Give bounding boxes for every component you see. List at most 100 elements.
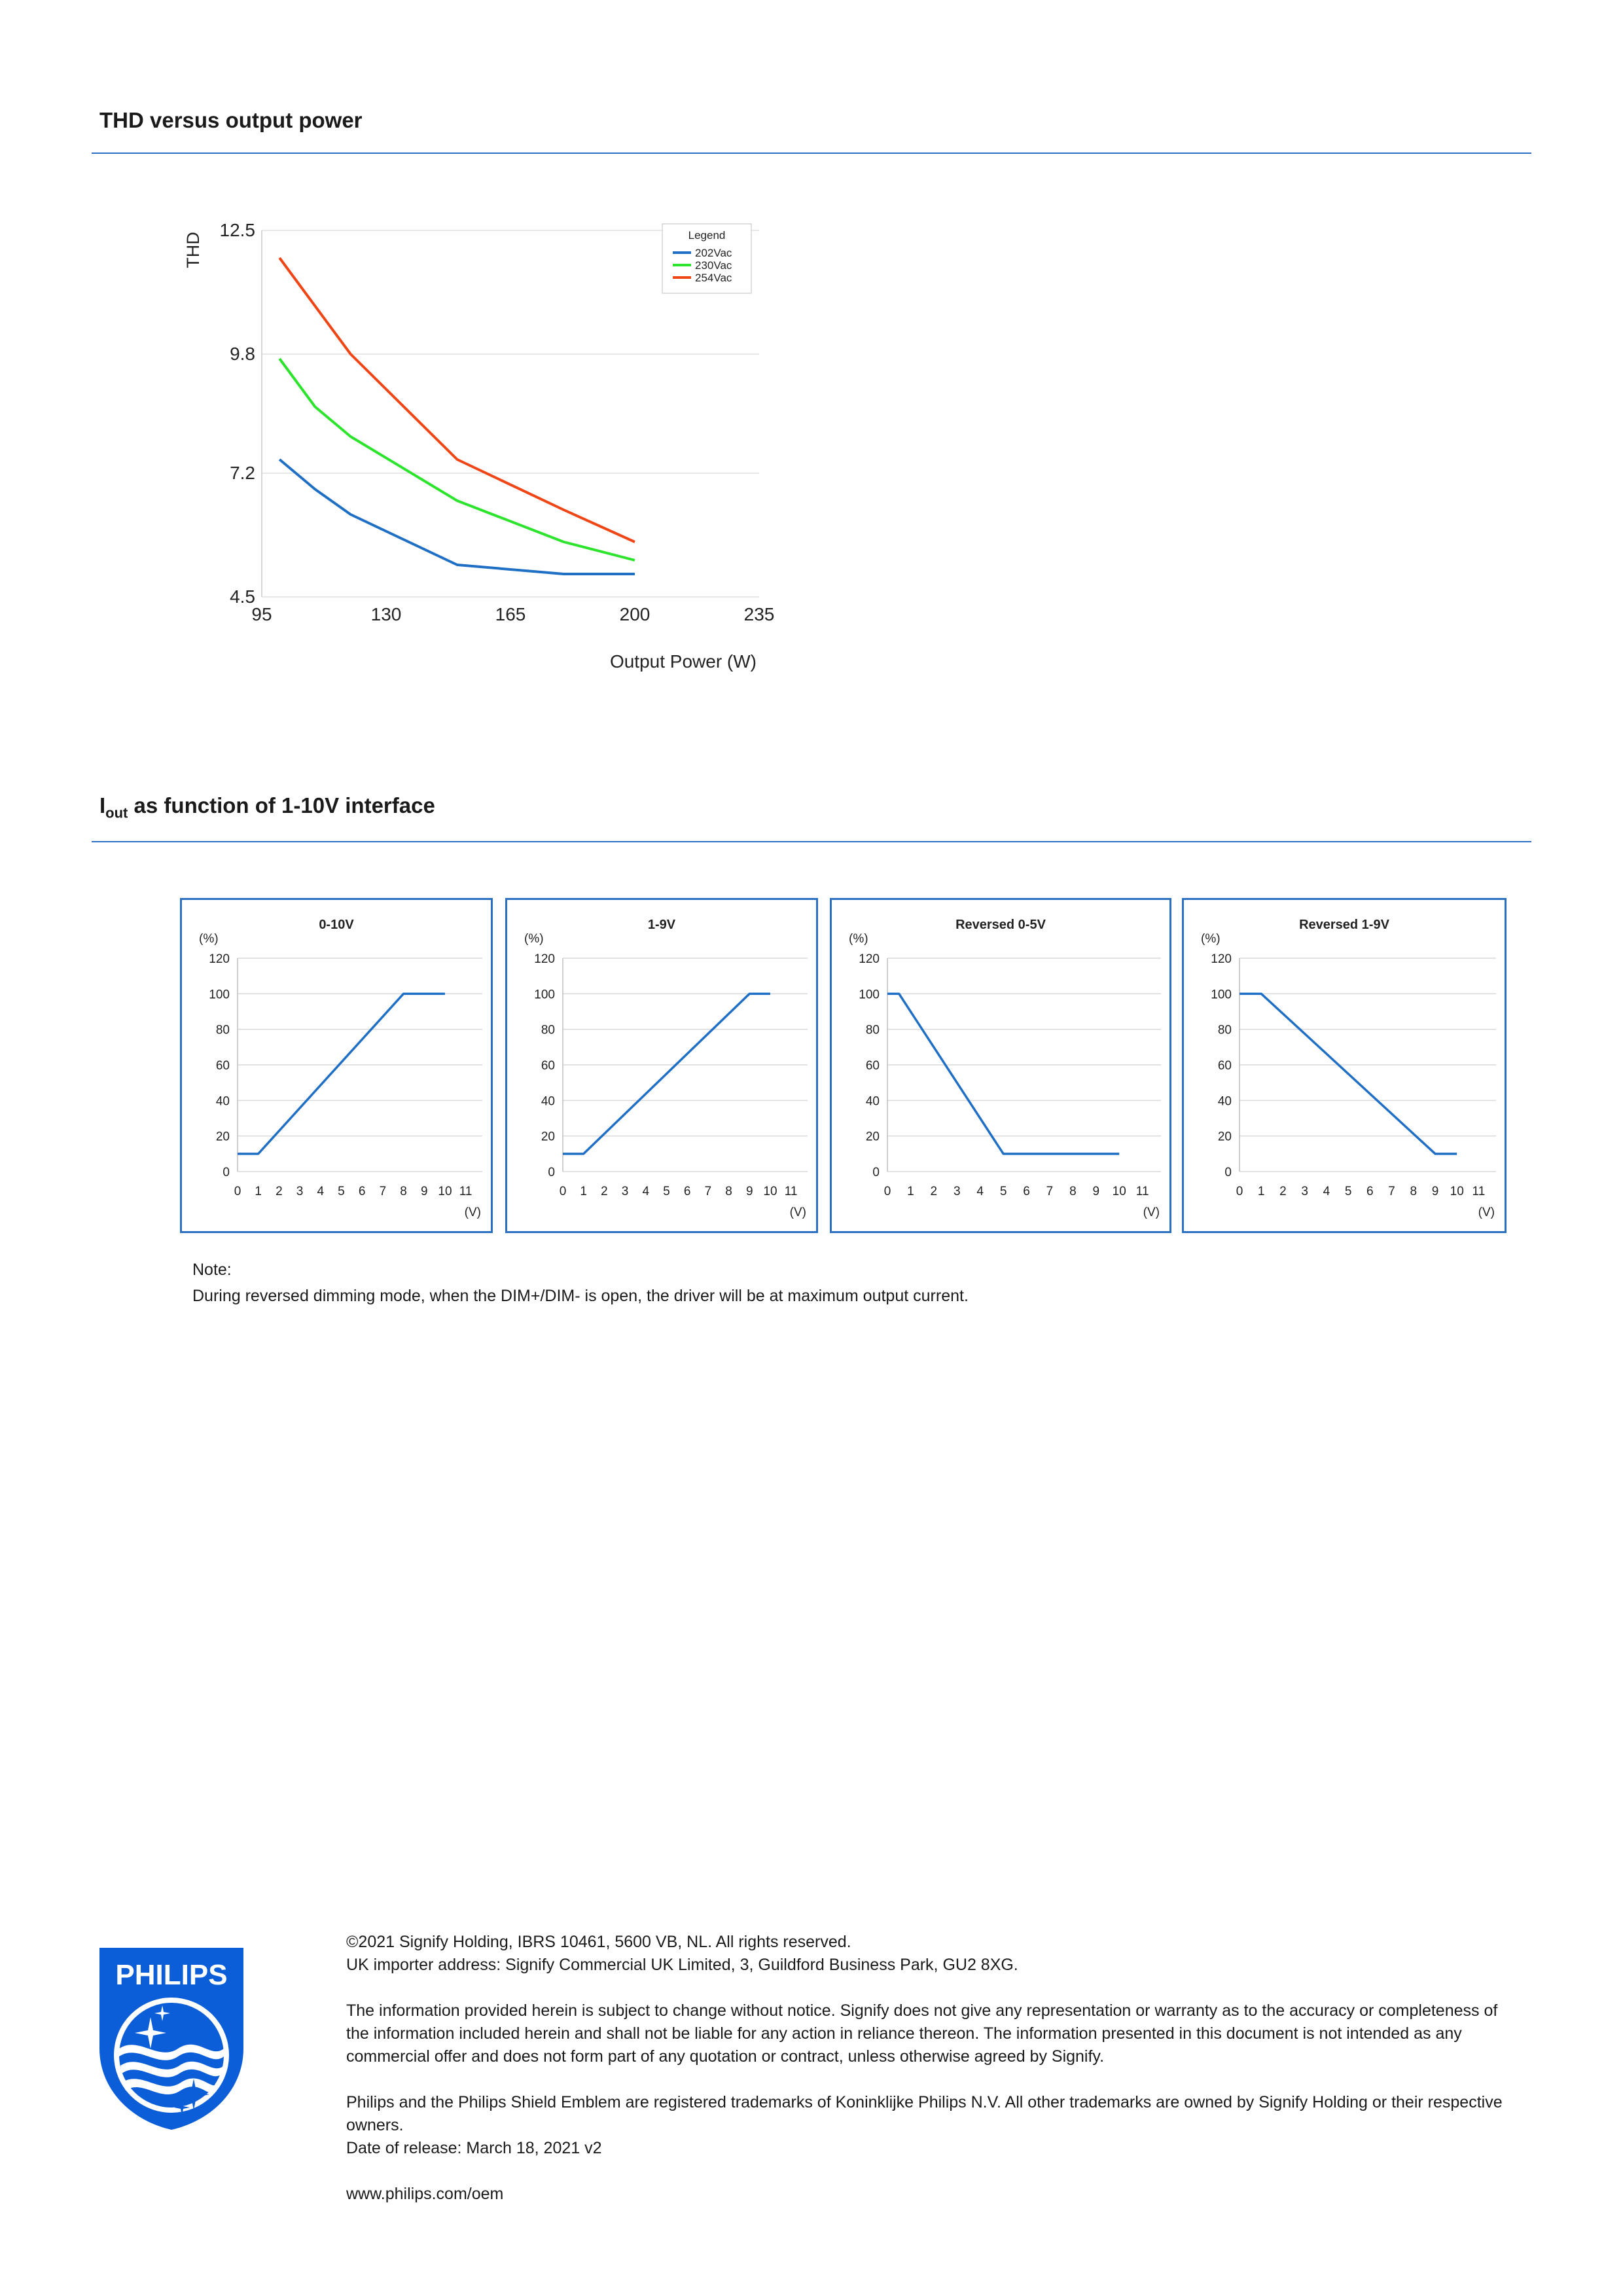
- dimming-x-tick-label: 11: [785, 1185, 798, 1198]
- dimming-x-unit: (V): [465, 1206, 481, 1219]
- dimming-x-tick-label: 9: [1432, 1185, 1439, 1198]
- dimming-x-tick-label: 7: [1388, 1185, 1395, 1198]
- thd-series-line: [278, 458, 635, 575]
- thd-legend-title: Legend: [688, 229, 726, 242]
- dimming-x-tick-label: 10: [1113, 1185, 1126, 1198]
- thd-x-tick-label: 200: [620, 604, 651, 624]
- dimming-x-tick-label: 0: [884, 1185, 891, 1198]
- thd-y-tick-label: 12.5: [220, 220, 256, 240]
- dimming-x-tick-label: 1: [255, 1185, 262, 1198]
- iout-title-main: I: [99, 793, 106, 817]
- dimming-panel-frame: [505, 898, 818, 1233]
- thd-y-tick-label: 9.8: [230, 344, 255, 364]
- dimming-x-tick-label: 10: [763, 1185, 777, 1198]
- dimming-y-tick-label: 60: [541, 1059, 555, 1073]
- dimming-y-tick-label: 120: [1211, 952, 1232, 966]
- dimming-y-tick-label: 0: [1224, 1166, 1232, 1179]
- dimming-y-tick-label: 40: [866, 1094, 880, 1108]
- dimming-x-tick-label: 0: [1236, 1185, 1243, 1198]
- iout-section-rule: [92, 841, 1531, 842]
- dimming-x-tick-label: 1: [1258, 1185, 1265, 1198]
- dimming-x-tick-label: 4: [1323, 1185, 1330, 1198]
- dimming-x-tick-label: 6: [1023, 1185, 1030, 1198]
- thd-series-line: [278, 357, 635, 562]
- dimming-panel: 0-10V (%) 0 20 40 60 80 100 120 0 1 2 3 4 5 6 7 8 9 10 11 (V): [180, 898, 493, 1233]
- dimming-x-tick-label: 5: [1000, 1185, 1007, 1198]
- thd-x-tick-label: 130: [371, 604, 402, 624]
- dimming-x-tick-label: 11: [1472, 1185, 1486, 1198]
- footer-trademarks: Philips and the Philips Shield Emblem ar…: [346, 2093, 1503, 2134]
- dimming-x-tick-label: 4: [642, 1185, 649, 1198]
- footer-release-date: Date of release: March 18, 2021 v2: [346, 2139, 602, 2157]
- dimming-curve: [563, 992, 770, 1155]
- dimming-curve: [887, 992, 1120, 1155]
- dimming-x-tick-label: 0: [560, 1185, 567, 1198]
- dimming-y-tick-label: 40: [1218, 1094, 1232, 1108]
- dimming-x-unit: (V): [1478, 1206, 1495, 1219]
- thd-y-axis-label: THD: [183, 232, 203, 268]
- dimming-panel-title: Reversed 0-5V: [955, 918, 1046, 932]
- philips-shield-icon: PHILIPS: [99, 1948, 243, 2130]
- dimming-y-tick-label: 80: [216, 1024, 230, 1037]
- note: Note: During reversed dimming mode, when…: [192, 1257, 969, 1309]
- dimming-x-tick-label: 1: [580, 1185, 587, 1198]
- dimming-y-tick-label: 120: [534, 952, 555, 966]
- thd-legend-item: 254Vac: [695, 272, 732, 284]
- dimming-y-tick-label: 20: [216, 1130, 230, 1144]
- dimming-x-tick-label: 9: [1093, 1185, 1100, 1198]
- dimming-x-tick-label: 0: [234, 1185, 241, 1198]
- thd-legend-item: 202Vac: [695, 247, 732, 259]
- dimming-y-tick-label: 100: [859, 988, 880, 1001]
- note-heading: Note:: [192, 1261, 232, 1279]
- footer-copyright: ©2021 Signify Holding, IBRS 10461, 5600 …: [346, 1933, 851, 1951]
- dimming-x-tick-label: 11: [1136, 1185, 1149, 1198]
- dimming-y-unit: (%): [849, 932, 868, 946]
- dimming-x-unit: (V): [790, 1206, 806, 1219]
- thd-legend-box: [662, 223, 752, 294]
- dimming-panel-frame: [830, 898, 1171, 1233]
- dimming-x-tick-label: 8: [1069, 1185, 1077, 1198]
- dimming-y-tick-label: 60: [866, 1059, 880, 1073]
- dimming-x-unit: (V): [1143, 1206, 1160, 1219]
- dimming-x-tick-label: 8: [725, 1185, 732, 1198]
- dimming-x-tick-label: 6: [1366, 1185, 1374, 1198]
- dimming-panel: Reversed 1-9V (%) 0 20 40 60 80 100 120 0 1 2 3 4 5 6 7 8…: [1182, 898, 1507, 1233]
- dimming-y-tick-label: 100: [209, 988, 230, 1001]
- iout-section-title: Iout as function of 1-10V interface: [99, 793, 435, 822]
- thd-legend-item: 230Vac: [695, 259, 732, 272]
- dimming-panel-title: 1-9V: [648, 918, 676, 932]
- thd-x-tick-label: 95: [251, 604, 272, 624]
- dimming-x-tick-label: 9: [746, 1185, 753, 1198]
- dimming-x-tick-label: 11: [459, 1185, 473, 1198]
- dimming-x-tick-label: 6: [359, 1185, 366, 1198]
- dimming-y-tick-label: 80: [541, 1024, 555, 1037]
- dimming-y-unit: (%): [524, 932, 544, 946]
- dimming-curve: [238, 992, 445, 1155]
- dimming-y-tick-label: 100: [1211, 988, 1232, 1001]
- thd-section-title: THD versus output power: [99, 108, 363, 132]
- footer: ©2021 Signify Holding, IBRS 10461, 5600 …: [346, 1931, 1524, 2206]
- dimming-x-tick-label: 3: [622, 1185, 629, 1198]
- dimming-panel-title: Reversed 1-9V: [1299, 918, 1390, 932]
- footer-website-link[interactable]: www.philips.com/oem: [346, 2185, 504, 2203]
- dimming-y-tick-label: 0: [548, 1166, 555, 1179]
- dimming-x-tick-label: 4: [976, 1185, 984, 1198]
- dimming-x-tick-label: 10: [438, 1185, 452, 1198]
- iout-title-subscript: out: [105, 804, 128, 821]
- thd-series-line: [278, 257, 635, 543]
- iout-title-rest: as function of 1-10V interface: [128, 793, 435, 817]
- dimming-y-tick-label: 20: [541, 1130, 555, 1144]
- dimming-y-tick-label: 80: [1218, 1024, 1232, 1037]
- dimming-x-tick-label: 5: [338, 1185, 345, 1198]
- dimming-y-tick-label: 0: [223, 1166, 230, 1179]
- dimming-y-tick-label: 80: [866, 1024, 880, 1037]
- dimming-x-tick-label: 8: [400, 1185, 407, 1198]
- footer-disclaimer: The information provided herein is subje…: [346, 2001, 1498, 2066]
- thd-y-tick-label: 7.2: [230, 463, 255, 483]
- thd-section-rule: [92, 152, 1531, 154]
- logo-wordmark: PHILIPS: [115, 1959, 227, 1991]
- dimming-x-tick-label: 7: [1046, 1185, 1054, 1198]
- dimming-panel-title: 0-10V: [319, 918, 354, 932]
